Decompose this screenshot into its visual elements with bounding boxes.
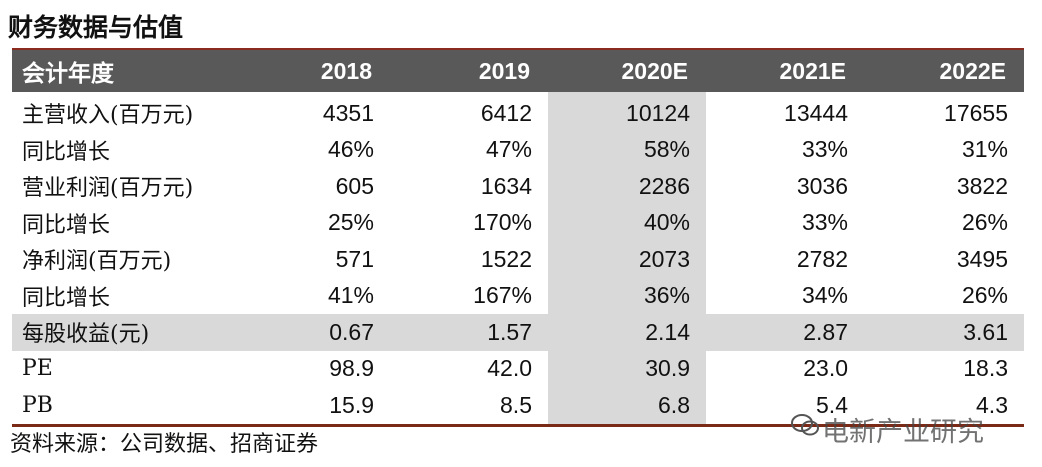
row-label: 每股收益(元) [12,314,232,351]
table-row: 同比增长 46% 47% 58% 33% 31% [12,131,1024,168]
table-row: 每股收益(元) 0.67 1.57 2.14 2.87 3.61 [12,314,1024,351]
table-row: PB 15.9 8.5 6.8 5.4 4.3 [12,387,1024,425]
table-row: 主营收入(百万元) 4351 6412 10124 13444 17655 [12,92,1024,132]
title: 财务数据与估值 [8,13,184,42]
cell: 98.9 [329,355,374,382]
cell: 26% [961,282,1008,309]
header-row: 会计年度 2018 2019 2020E 2021E 2022E [12,49,1024,92]
source-note: 资料来源：公司数据、招商证券 [10,432,319,457]
cell: 1.57 [390,314,548,351]
cell: 2073 [548,241,706,278]
cell: 15.9 [329,391,374,418]
table-row: 营业利润(百万元) 605 1634 2286 3036 3822 [12,168,1024,205]
cell: 33% [801,136,848,163]
cell: 17655 [944,99,1008,126]
cell: 170% [473,209,532,236]
cell: 40% [548,204,706,241]
cell: 571 [335,245,374,272]
cell: 8.5 [500,391,532,418]
cell: 36% [548,277,706,314]
row-label: PE [22,356,53,382]
cell: 2.87 [706,314,864,351]
cell: 23.0 [803,355,848,382]
cell: 4351 [322,99,374,126]
cell: 4.3 [976,391,1008,418]
cell: 18.3 [963,355,1008,382]
table-row: 净利润(百万元) 571 1522 2073 2782 3495 [12,241,1024,278]
cell: 167% [473,282,532,309]
cell: 47% [485,136,532,163]
cell: 10124 [548,92,706,132]
cell: 0.67 [232,314,390,351]
cell: 1522 [480,245,532,272]
table-row: PE 98.9 42.0 30.9 23.0 18.3 [12,350,1024,387]
cell: 6.8 [548,387,706,425]
row-label: 主营收入(百万元) [22,103,194,129]
header-cell: 2018 [232,49,390,92]
cell: 31% [961,136,1008,163]
cell: 25% [327,209,374,236]
cell: 2.14 [548,314,706,351]
row-label: 同比增长 [22,139,111,165]
table-body: 主营收入(百万元) 4351 6412 10124 13444 17655 同比增长 46% 4… [12,92,1024,425]
cell: 3495 [956,245,1008,272]
cell: 13444 [784,99,848,126]
header-cell: 会计年度 [12,49,232,92]
watermark-icon [791,414,819,436]
cell: 605 [335,172,374,199]
cell: 46% [327,136,374,163]
cell: 30.9 [548,350,706,387]
cell: 6412 [480,99,532,126]
cell: 2782 [796,245,848,272]
cell: 41% [327,282,374,309]
header-cell: 2019 [390,49,548,92]
row-label: 营业利润(百万元) [22,176,194,202]
cell: 3036 [796,172,848,199]
row-label: 净利润(百万元) [22,249,172,275]
header-cell: 2020E [548,49,706,92]
cell: 34% [801,282,848,309]
cell: 58% [548,131,706,168]
finance-table: 会计年度 2018 2019 2020E 2021E 2022E 主营收入(百万元) 435… [12,48,1024,427]
cell: 33% [801,209,848,236]
row-label: 同比增长 [22,212,111,238]
watermark: 电新产业研究 [822,417,984,448]
row-label: 同比增长 [22,285,111,311]
cell: 42.0 [487,355,532,382]
row-label: PB [22,392,53,418]
cell: 2286 [548,168,706,205]
cell: 3822 [956,172,1008,199]
header-cell: 2021E [706,49,864,92]
header-cell: 2022E [864,49,1024,92]
cell: 3.61 [864,314,1024,351]
table-row: 同比增长 25% 170% 40% 33% 26% [12,204,1024,241]
cell: 1634 [480,172,532,199]
cell: 5.4 [816,391,848,418]
table-row: 同比增长 41% 167% 36% 34% 26% [12,277,1024,314]
cell: 26% [961,209,1008,236]
